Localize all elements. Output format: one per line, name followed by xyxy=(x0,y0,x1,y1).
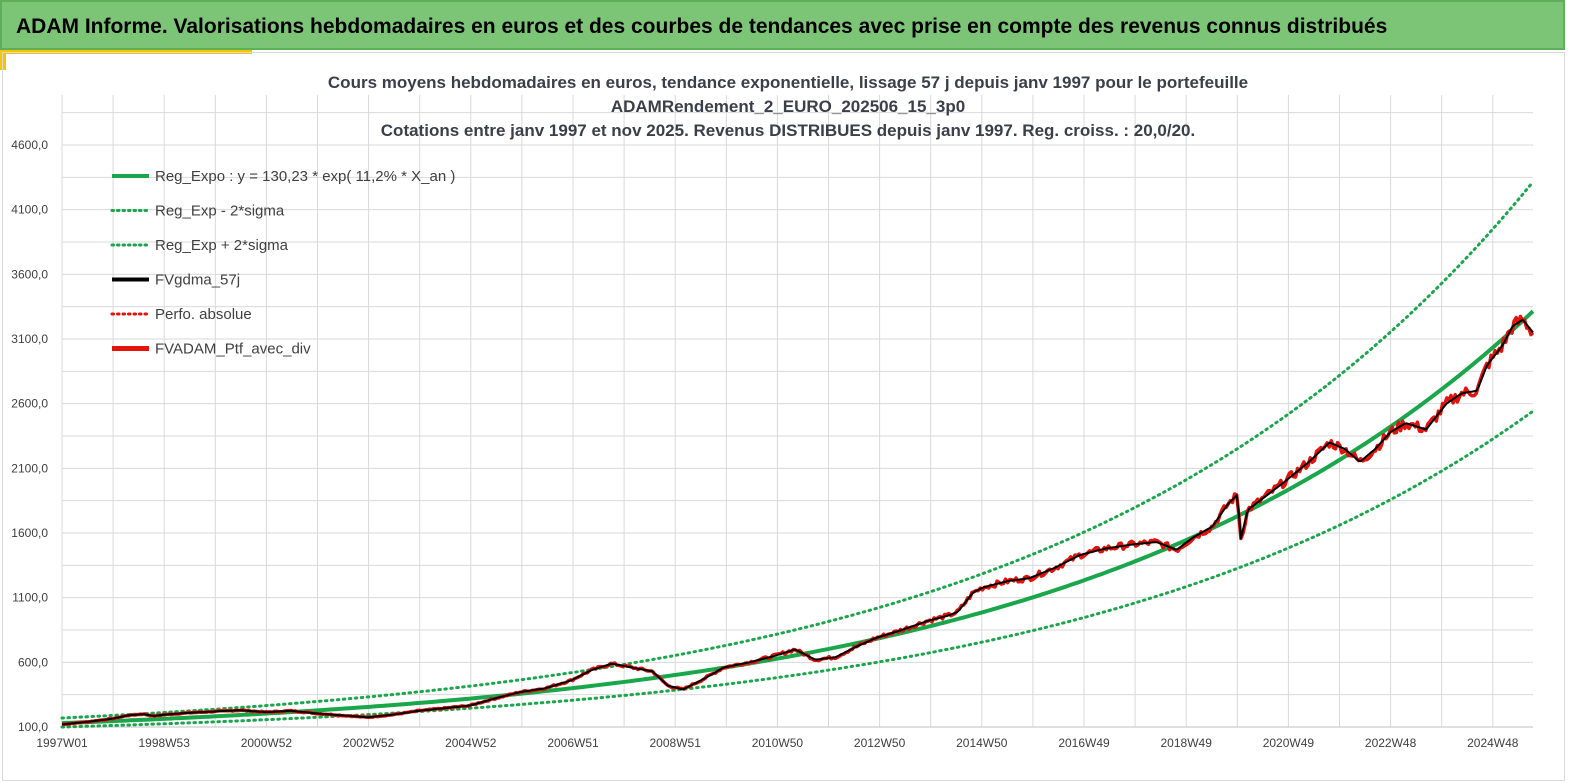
y-tick-label: 100,0 xyxy=(18,720,48,734)
y-tick-label: 3600,0 xyxy=(11,267,48,281)
x-tick-label: 2024W48 xyxy=(1467,736,1519,750)
series-fvadam-ptf-avec-div xyxy=(61,314,1535,727)
accent-bar-left xyxy=(0,50,6,70)
legend-label: FVADAM_Ptf_avec_div xyxy=(155,341,311,358)
x-tick-label: 2022W48 xyxy=(1365,736,1417,750)
series-fvgdma-57j xyxy=(61,318,1534,726)
chart-title-line: ADAMRendement_2_EURO_202506_15_3p0 xyxy=(611,97,965,116)
x-tick-label: 2000W52 xyxy=(241,736,293,750)
chart: Cours moyens hebdomadaires en euros, ten… xyxy=(11,73,1535,750)
chart-frame xyxy=(2,52,1565,781)
legend-label: Reg_Expo : y = 130,23 * exp( 11,2% * X_a… xyxy=(155,168,455,185)
y-tick-label: 600,0 xyxy=(18,655,48,669)
legend-label: FVgdma_57j xyxy=(155,272,240,289)
chart-title: Cours moyens hebdomadaires en euros, ten… xyxy=(328,73,1248,140)
x-tick-label: 2004W52 xyxy=(445,736,497,750)
banner-title: ADAM Informe. Valorisations hebdomadaire… xyxy=(16,15,1388,38)
x-tick-label: 2020W49 xyxy=(1263,736,1315,750)
chart-title-line: Cours moyens hebdomadaires en euros, ten… xyxy=(328,73,1248,92)
chart-title-line: Cotations entre janv 1997 et nov 2025. R… xyxy=(381,121,1195,140)
y-tick-label: 1100,0 xyxy=(12,591,48,605)
y-tick-label: 3100,0 xyxy=(11,332,48,346)
grid-layer xyxy=(61,95,1533,728)
axes: 100,0 600,0 1100,0 1600,0 2100,0 2600,0 3100,0… xyxy=(11,138,1533,750)
y-tick-label: 1600,0 xyxy=(11,526,48,540)
legend: Reg_Expo : y = 130,23 * exp( 11,2% * X_a… xyxy=(110,168,455,358)
x-tick-label: 2002W52 xyxy=(343,736,395,750)
series-reg-expo xyxy=(61,309,1535,726)
x-tick-label: 1998W53 xyxy=(139,736,191,750)
x-tick-label: 2008W51 xyxy=(650,736,702,750)
y-tick-label: 4600,0 xyxy=(11,138,48,152)
x-tick-label: 2016W49 xyxy=(1058,736,1110,750)
series-reg-exp-plus-2sigma xyxy=(60,180,1535,720)
x-tick-label: 2006W51 xyxy=(547,736,599,750)
legend-label: Perfo. absolue xyxy=(155,306,252,323)
x-tick-label: 2010W50 xyxy=(752,736,804,750)
title-banner: ADAM Informe. Valorisations hebdomadaire… xyxy=(0,0,1565,50)
y-tick-label: 4100,0 xyxy=(11,203,48,217)
legend-label: Reg_Exp + 2*sigma xyxy=(155,237,289,254)
x-tick-label: 2014W50 xyxy=(956,736,1008,750)
series-reg-exp-minus-2sigma xyxy=(60,409,1535,729)
legend-label: Reg_Exp - 2*sigma xyxy=(155,203,285,220)
y-tick-label: 2600,0 xyxy=(11,397,48,411)
y-tick-label: 2100,0 xyxy=(11,461,48,475)
x-tick-label: 2018W49 xyxy=(1161,736,1213,750)
series-layer xyxy=(60,180,1535,729)
x-tick-label: 2012W50 xyxy=(854,736,906,750)
x-tick-label: 1997W01 xyxy=(36,736,88,750)
